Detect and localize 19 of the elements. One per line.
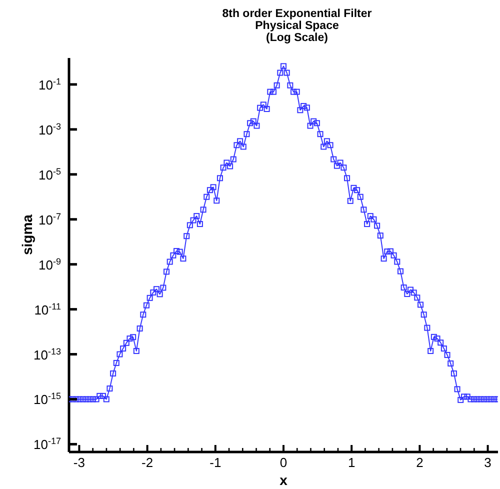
y-tick-label: 10$^{-7}$ [38,211,61,228]
y-axis-title: sigma [18,214,35,255]
x-tick-label: -1 [210,455,222,470]
y-tick-label: 10$^{-9}$ [38,256,61,272]
y-tick-label: 10$^{-11}$ [34,301,61,318]
chart-title: 8th order Exponential Filter Physical Space (Log Scale) [221,8,373,44]
y-tick-label: 10$^{-3}$ [38,121,61,138]
x-tick-label: -3 [73,455,85,470]
x-tick-label: 0 [280,455,288,470]
y-tick-label: 10$^{-17}$ [34,436,61,452]
y-tick-label: 10$^{-1}$ [38,76,61,92]
x-tick-label: 2 [416,455,424,470]
x-axis-title: x [280,472,288,488]
y-tick-label: 10$^{-15}$ [34,391,61,408]
y-tick-label: 10$^{-13}$ [34,346,61,362]
y-tick-label: 10$^{-5}$ [38,166,61,182]
x-tick-label: 3 [484,455,492,470]
x-tick-label: 1 [348,455,356,470]
x-tick-label: -2 [142,455,154,470]
